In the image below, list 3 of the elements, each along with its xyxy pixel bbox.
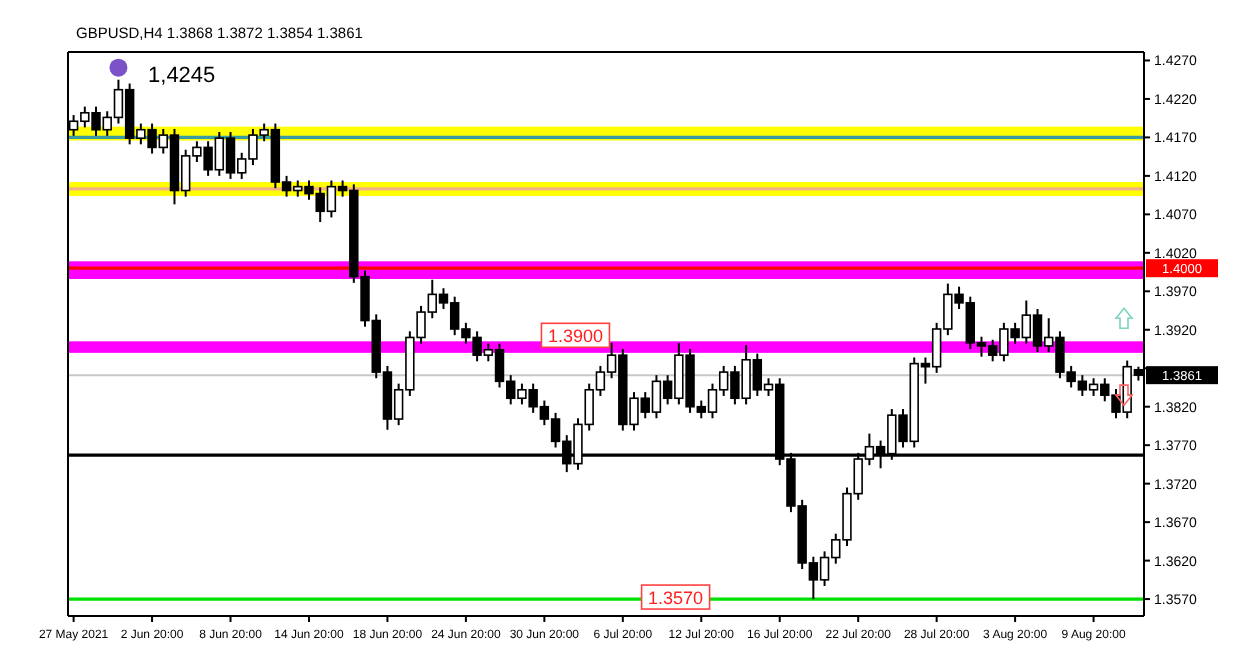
band-label: 1.3900 (547, 326, 603, 347)
annotation: 1,4245 (148, 63, 216, 88)
ref-line-label: 1.3570 (648, 588, 704, 609)
